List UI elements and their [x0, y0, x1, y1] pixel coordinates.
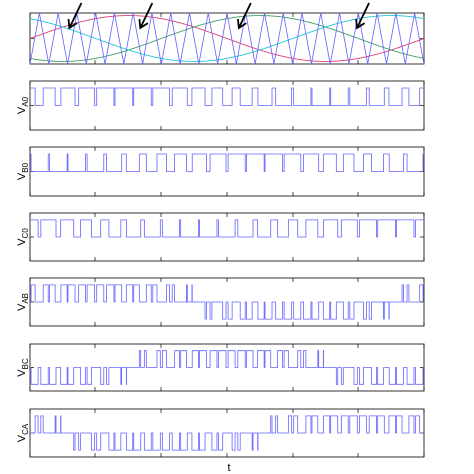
subplot-5: VAB — [16, 277, 425, 327]
arrow-shaft — [238, 2, 252, 29]
subplot-1 — [29, 12, 425, 65]
arrow-head — [138, 18, 149, 30]
y-axis-label: VBC — [16, 358, 30, 377]
y-axis-label-subscript: B0 — [21, 162, 30, 172]
arrow-head — [237, 18, 247, 30]
pulse-waveform-B0 — [30, 153, 424, 172]
y-axis-label: VCA — [16, 423, 30, 442]
subplot-4: VC0 — [16, 212, 425, 262]
triangle-carrier — [29, 12, 425, 65]
pulse-waveform-AB — [30, 284, 424, 320]
annotation-arrow — [67, 2, 83, 30]
arrow-head — [355, 18, 366, 30]
arrow-shaft — [356, 2, 370, 29]
arrow-head — [67, 18, 78, 30]
y-axis-label-main: V — [16, 172, 28, 180]
y-axis-label: VA0 — [16, 96, 30, 114]
y-axis-label-subscript: BC — [21, 358, 30, 369]
x-axis-label: t — [227, 462, 231, 474]
y-axis-label: VAB — [16, 293, 30, 311]
subplot-2: VA0 — [16, 80, 425, 131]
pulse-waveform-C0 — [30, 219, 424, 238]
y-axis-label-main: V — [16, 303, 28, 311]
y-axis-label-main: V — [16, 434, 28, 442]
annotation-arrow — [237, 2, 252, 30]
arrow-shaft — [139, 2, 154, 29]
y-axis-label-subscript: A0 — [21, 96, 30, 106]
pulse-waveform-CA — [30, 415, 424, 451]
reference-sine-1 — [29, 15, 425, 62]
y-axis-label: VC0 — [16, 228, 30, 246]
pulse-waveform-BC — [30, 350, 424, 385]
reference-sine-3 — [29, 15, 425, 62]
y-axis-label-main: V — [16, 369, 28, 377]
y-axis-label-subscript: CA — [21, 423, 30, 435]
y-axis-label: VB0 — [16, 162, 30, 180]
y-axis-label-subscript: C0 — [21, 228, 30, 239]
annotation-arrow — [138, 2, 154, 30]
y-axis-label-subscript: AB — [21, 293, 30, 304]
arrow-shaft — [68, 2, 83, 29]
subplot-7: VCA — [16, 408, 425, 458]
y-axis-label-main: V — [16, 106, 28, 114]
subplot-3: VB0 — [16, 146, 425, 197]
annotation-arrow — [355, 2, 370, 30]
subplot-6: VBC — [16, 343, 425, 392]
y-axis-label-main: V — [16, 238, 28, 246]
reference-sine-2 — [29, 15, 425, 62]
pulse-waveform-A0 — [30, 87, 424, 106]
